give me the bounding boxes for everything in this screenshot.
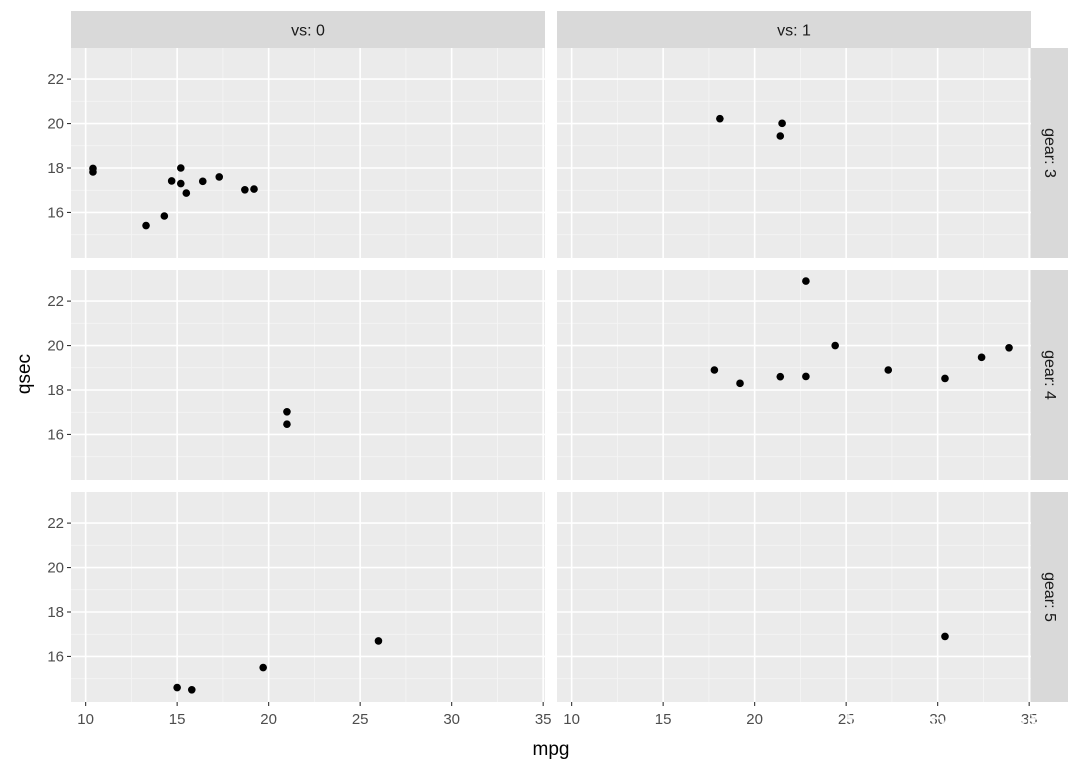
data-point	[177, 164, 185, 172]
y-tick-label: 20	[47, 116, 64, 133]
x-tick-label: 15	[169, 711, 186, 728]
data-point	[142, 221, 150, 230]
column-strip	[71, 11, 545, 48]
panel-background	[557, 48, 1031, 258]
data-point	[736, 379, 744, 388]
column-strip-label: vs: 0	[291, 23, 325, 40]
x-tick-label: 15	[655, 711, 672, 728]
y-tick-label: 20	[47, 560, 64, 577]
row-strip-label: gear: 5	[1041, 572, 1058, 622]
y-tick-label: 20	[47, 338, 64, 355]
data-point	[884, 366, 893, 374]
x-tick-label: 10	[563, 711, 580, 728]
data-point	[977, 353, 986, 362]
panel-r0-c1	[557, 48, 1031, 258]
y-tick-label: 18	[47, 604, 64, 621]
strips-layer: vs: 0 vs: 1 gear: 3 gear: 4 gear: 5	[71, 11, 1068, 702]
panels-layer	[71, 48, 1031, 702]
column-strip-label: vs: 1	[777, 23, 811, 40]
data-point	[802, 277, 810, 285]
data-point	[710, 366, 719, 374]
data-point	[374, 637, 383, 645]
data-point	[187, 685, 196, 694]
x-tick-label: 35	[1021, 711, 1038, 728]
panel-background	[71, 492, 545, 702]
data-point	[241, 185, 249, 194]
y-tick-label: 22	[47, 293, 64, 310]
watermark-text: 知乎 @R语言学堂	[844, 713, 1052, 743]
y-tick-label: 16	[47, 426, 64, 443]
x-tick-label: 25	[838, 711, 855, 728]
data-point	[1005, 343, 1013, 352]
data-point	[182, 189, 191, 197]
data-point	[802, 372, 810, 381]
y-tick-label: 22	[47, 71, 64, 88]
data-point	[198, 177, 207, 186]
data-point	[716, 114, 724, 123]
data-point	[250, 185, 258, 193]
x-axis-title: mpg	[533, 739, 570, 760]
data-point	[259, 663, 267, 672]
panel-r0-c0	[71, 48, 545, 258]
row-strip-label: gear: 3	[1041, 128, 1058, 178]
data-point	[941, 374, 949, 383]
column-strip	[557, 11, 1031, 48]
row-strip	[1031, 270, 1068, 480]
data-point	[776, 132, 785, 140]
x-tick-label: 30	[443, 711, 460, 728]
panel-r1-c0	[71, 270, 545, 480]
y-tick-label: 18	[47, 160, 64, 177]
data-point	[167, 177, 176, 185]
x-tick-label: 20	[260, 711, 277, 728]
data-point	[215, 173, 224, 181]
row-strip	[1031, 492, 1068, 702]
data-point	[89, 168, 97, 176]
panel-background	[557, 270, 1031, 480]
data-point	[776, 372, 785, 381]
axes-layer: 16 18 20 22 16 18 20 22 16 18 20 22 10 15 20 25 30 35 10 15…	[47, 71, 1037, 728]
panel-background	[557, 492, 1031, 702]
data-point	[283, 407, 291, 416]
panel-r2-c0	[71, 492, 545, 702]
data-point	[941, 632, 949, 641]
data-point	[177, 179, 185, 188]
y-tick-label: 16	[47, 204, 64, 221]
y-tick-label: 22	[47, 515, 64, 532]
x-tick-label: 35	[535, 711, 552, 728]
data-point	[778, 119, 786, 128]
data-point	[173, 683, 181, 692]
x-tick-label: 30	[929, 711, 946, 728]
x-tick-label: 10	[77, 711, 94, 728]
x-tick-label: 20	[746, 711, 763, 728]
y-axis-title: qsec	[14, 354, 35, 394]
y-tick-label: 16	[47, 648, 64, 665]
panel-r1-c1	[557, 270, 1031, 480]
data-point	[831, 341, 839, 350]
panel-background	[71, 48, 545, 258]
row-strip	[1031, 48, 1068, 258]
panel-background	[71, 270, 545, 480]
y-tick-label: 18	[47, 382, 64, 399]
panel-r2-c1	[557, 492, 1031, 702]
data-point	[160, 212, 169, 220]
x-tick-label: 25	[352, 711, 369, 728]
row-strip-label: gear: 4	[1041, 350, 1058, 400]
data-point	[283, 420, 291, 429]
